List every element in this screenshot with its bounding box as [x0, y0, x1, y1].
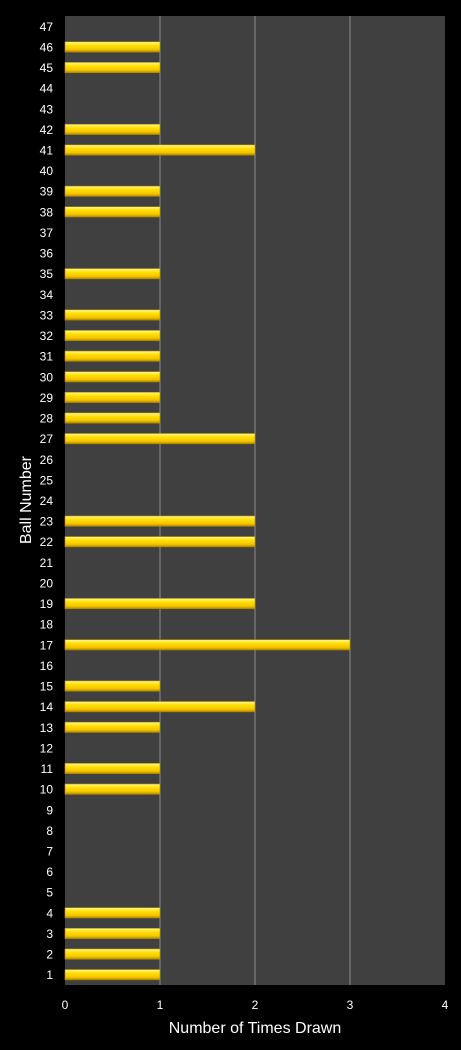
- y-tick-label: 33: [40, 308, 54, 322]
- y-tick-label: 17: [40, 638, 54, 652]
- bars: [64, 41, 351, 981]
- bar-ball-10: [64, 783, 161, 795]
- y-tick-label: 1: [46, 968, 53, 982]
- bar-ball-11: [64, 763, 161, 774]
- y-tick-label: 31: [40, 350, 54, 364]
- x-tick-label: 0: [62, 998, 69, 1012]
- bar-ball-28: [64, 412, 161, 424]
- bar-ball-19: [64, 598, 256, 610]
- y-axis-title: Ball Number: [18, 455, 35, 544]
- gridlines: [159, 16, 351, 985]
- y-tick-label: 45: [40, 61, 54, 75]
- y-tick-label: 19: [40, 597, 54, 611]
- y-tick-label: 10: [40, 783, 54, 797]
- y-tick-label: 44: [40, 82, 54, 96]
- y-tick-label: 46: [40, 40, 54, 54]
- y-tick-label: 14: [40, 700, 54, 714]
- bar-ball-29: [64, 391, 161, 403]
- y-tick-label: 42: [40, 123, 54, 137]
- y-tick-label: 3: [46, 927, 53, 941]
- bar-ball-15: [64, 680, 161, 692]
- x-tick-label: 2: [252, 998, 259, 1012]
- y-tick-label: 25: [40, 473, 54, 487]
- y-tick-label: 5: [46, 886, 53, 900]
- y-tick-label: 30: [40, 370, 54, 384]
- y-tick-label: 11: [41, 762, 54, 776]
- y-tick-label: 38: [40, 205, 54, 219]
- y-tick-label: 24: [40, 494, 54, 508]
- bar-ball-42: [64, 123, 161, 135]
- y-tick-label: 16: [40, 659, 54, 673]
- y-tick-label: 7: [46, 844, 53, 858]
- bar-ball-38: [64, 206, 161, 218]
- bar-ball-4: [64, 907, 161, 919]
- bar-ball-22: [64, 536, 256, 548]
- bar-ball-30: [64, 371, 161, 383]
- y-tick-label: 23: [40, 515, 54, 529]
- bar-ball-46: [64, 41, 161, 53]
- x-tick-labels: 0 1 2 3 4: [62, 998, 449, 1012]
- y-tick-label: 41: [40, 144, 54, 158]
- bar-ball-27: [64, 433, 256, 445]
- y-tick-labels: 1234567891011121314151617181920212223242…: [40, 20, 54, 982]
- x-tick-label: 3: [347, 998, 354, 1012]
- bar-ball-1: [64, 969, 161, 981]
- y-tick-label: 35: [40, 267, 54, 281]
- y-tick-label: 43: [40, 102, 54, 116]
- x-axis-title: Number of Times Drawn: [169, 1020, 342, 1037]
- bar-ball-35: [64, 268, 161, 280]
- y-tick-label: 39: [40, 185, 54, 199]
- bar-ball-45: [64, 62, 161, 73]
- bar-ball-3: [64, 928, 161, 939]
- y-tick-label: 27: [40, 432, 54, 446]
- y-tick-label: 29: [40, 391, 54, 405]
- y-tick-label: 20: [40, 576, 54, 590]
- y-tick-label: 8: [46, 824, 53, 838]
- bar-ball-31: [64, 350, 161, 362]
- y-tick-label: 32: [40, 329, 54, 343]
- bar-ball-41: [64, 144, 256, 156]
- y-tick-label: 26: [40, 453, 54, 467]
- y-tick-label: 2: [46, 948, 53, 962]
- y-tick-label: 15: [40, 680, 54, 694]
- y-tick-label: 12: [40, 741, 54, 755]
- bar-ball-13: [64, 721, 161, 733]
- bar-ball-39: [64, 185, 161, 197]
- bar-ball-23: [64, 515, 256, 527]
- y-tick-label: 28: [40, 412, 54, 426]
- y-tick-label: 4: [46, 906, 53, 920]
- y-tick-label: 9: [46, 803, 53, 817]
- y-tick-label: 37: [40, 226, 54, 240]
- x-tick-label: 4: [442, 998, 449, 1012]
- y-tick-label: 13: [40, 721, 54, 735]
- y-tick-label: 36: [40, 247, 54, 261]
- y-tick-label: 40: [40, 164, 54, 178]
- bar-ball-33: [64, 309, 161, 321]
- bar-ball-2: [64, 948, 161, 960]
- bar-ball-14: [64, 701, 256, 713]
- y-tick-label: 18: [40, 618, 54, 632]
- y-tick-label: 6: [46, 865, 53, 879]
- bar-ball-32: [64, 330, 161, 342]
- y-tick-label: 21: [40, 556, 54, 570]
- y-tick-label: 22: [40, 535, 54, 549]
- y-tick-label: 47: [40, 20, 54, 34]
- y-tick-label: 34: [40, 288, 54, 302]
- x-tick-label: 1: [157, 998, 164, 1012]
- bar-ball-17: [64, 639, 351, 651]
